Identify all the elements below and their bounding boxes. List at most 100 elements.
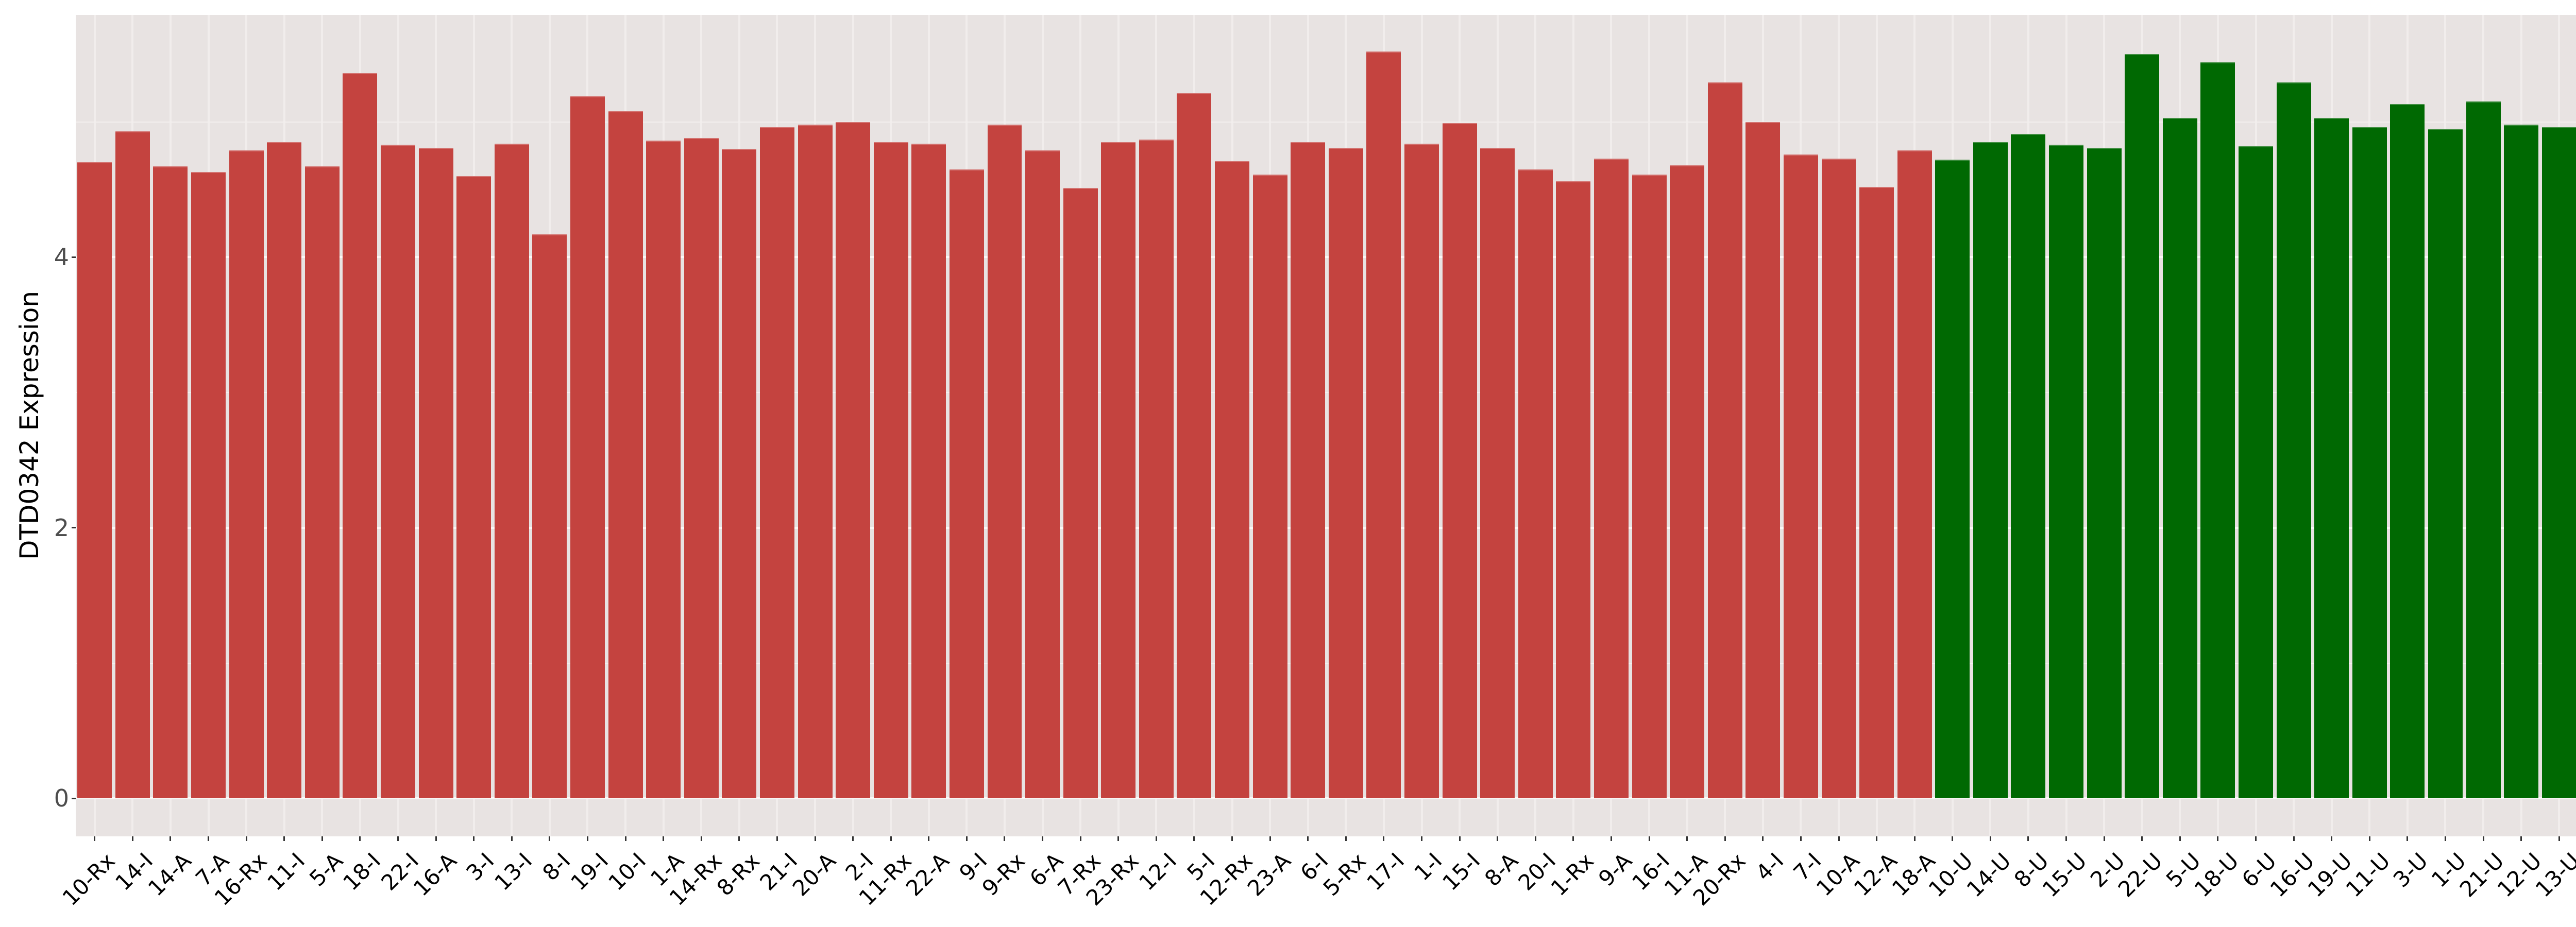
x-tick-mark [890, 836, 892, 841]
x-tick-mark [435, 836, 437, 841]
y-tick-label: 0 [54, 784, 69, 813]
major-gridline [76, 797, 2576, 800]
bar [1745, 122, 1781, 799]
bar [2087, 147, 2122, 799]
x-tick-label: 5-Rx [1318, 848, 1371, 901]
x-tick-label: 15-U [2037, 848, 2092, 902]
x-tick-mark [1648, 836, 1650, 841]
bar [2390, 104, 2425, 799]
bar [684, 138, 719, 799]
bar [1594, 158, 1629, 799]
bar [153, 166, 188, 799]
bar [229, 150, 264, 799]
bar [2466, 101, 2501, 799]
x-tick-mark [1989, 836, 1991, 841]
bar [304, 166, 340, 799]
bar [1291, 142, 1326, 799]
x-tick-label: 22-U [2113, 848, 2167, 902]
x-tick-mark [776, 836, 778, 841]
bar [570, 96, 605, 799]
bar [2428, 128, 2463, 799]
bar [1707, 82, 1742, 799]
major-gridline [76, 526, 2576, 529]
bar [1897, 150, 1932, 799]
y-tick-label: 4 [54, 243, 69, 271]
bar [608, 111, 643, 799]
x-tick-label: 12-A [1849, 848, 1902, 901]
bar [1101, 142, 1136, 799]
x-tick-mark [1004, 836, 1006, 841]
bar [1783, 154, 1818, 799]
bar [1404, 143, 1439, 799]
x-tick-label: 13-I [489, 848, 537, 896]
x-tick-label: 20-A [787, 848, 841, 901]
bar [1556, 181, 1591, 799]
x-tick-label: 19-I [565, 848, 613, 896]
x-tick-label: 10-U [1924, 848, 1978, 902]
x-tick-mark [2103, 836, 2105, 841]
x-tick-mark [1231, 836, 1233, 841]
bar [2162, 117, 2197, 799]
x-tick-mark [1345, 836, 1347, 841]
y-tick-label: 2 [54, 513, 69, 542]
x-tick-mark [283, 836, 285, 841]
x-tick-mark [1497, 836, 1499, 841]
x-tick-label: 23-A [1242, 848, 1296, 901]
x-tick-mark [738, 836, 740, 841]
x-tick-mark [131, 836, 133, 841]
bar [267, 142, 302, 799]
x-tick-mark [1534, 836, 1536, 841]
bar [1177, 93, 1212, 799]
x-tick-mark [1838, 836, 1840, 841]
x-tick-mark [1421, 836, 1422, 841]
bar [1063, 188, 1098, 799]
x-tick-label: 4-I [1751, 848, 1789, 886]
bar [1025, 150, 1060, 799]
x-tick-mark [2065, 836, 2067, 841]
bar [646, 141, 681, 799]
x-tick-mark [2331, 836, 2333, 841]
x-tick-mark [965, 836, 968, 841]
y-tick-mark [72, 256, 76, 258]
x-tick-mark [1079, 836, 1081, 841]
x-tick-label: 12-U [2492, 848, 2547, 902]
bar [1859, 186, 1894, 799]
x-tick-mark [2444, 836, 2446, 841]
x-tick-mark [663, 836, 665, 841]
x-tick-label: 17-I [1362, 848, 1410, 896]
x-tick-mark [1686, 836, 1688, 841]
x-tick-label: 18-U [2189, 848, 2244, 902]
bar [532, 234, 567, 799]
bar [987, 124, 1022, 799]
x-tick-mark [1042, 836, 1044, 841]
bar [2504, 124, 2539, 799]
x-tick-label: 10-A [1811, 848, 1865, 901]
bar [1935, 160, 1970, 799]
bar [1632, 175, 1667, 799]
bar [1442, 123, 1477, 799]
x-tick-mark [549, 836, 551, 841]
x-tick-mark [1800, 836, 1802, 841]
minor-gridline [76, 662, 2576, 664]
x-tick-mark [586, 836, 588, 841]
y-axis-title: DTD0342 Expression [14, 290, 44, 560]
major-gridline [76, 256, 2576, 259]
x-tick-mark [1876, 836, 1878, 841]
x-tick-mark [170, 836, 172, 841]
x-tick-mark [2406, 836, 2409, 841]
x-tick-mark [245, 836, 247, 841]
x-tick-mark [1269, 836, 1271, 841]
x-tick-label: 19-U [2303, 848, 2357, 902]
bar [1252, 175, 1287, 799]
x-tick-mark [1307, 836, 1309, 841]
x-tick-label: 8-Rx [711, 848, 765, 901]
bar [77, 162, 112, 799]
bar [115, 131, 150, 799]
bar [2352, 127, 2387, 799]
x-tick-mark [1952, 836, 1954, 841]
bar [2200, 62, 2235, 799]
x-tick-label: 13-U [2530, 848, 2576, 902]
bar [2049, 145, 2084, 799]
bar [1821, 158, 1856, 799]
